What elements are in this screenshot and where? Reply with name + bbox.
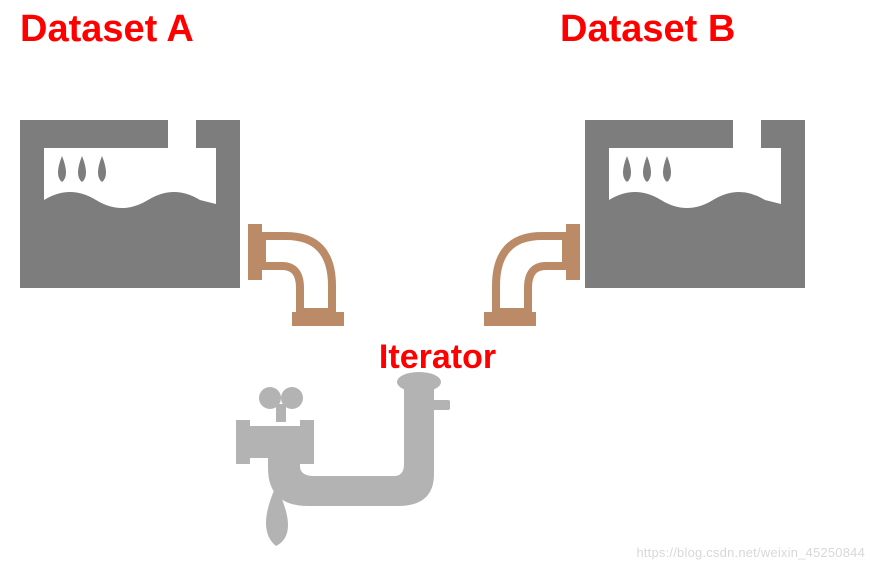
- pipe-b-flange-bottom: [484, 312, 536, 326]
- bottom-pipe-straight: [250, 426, 300, 458]
- tank-b-drops-icon: [623, 156, 671, 182]
- pipe-a-flange-bottom: [292, 312, 344, 326]
- bottom-pipe-gauge-post: [276, 404, 286, 422]
- pipe-a: [248, 224, 344, 326]
- bottom-pipe-gauge-left: [259, 387, 281, 409]
- bottom-pipe-valve: [432, 400, 450, 410]
- pipe-a-body: [262, 236, 332, 312]
- watermark: https://blog.csdn.net/weixin_45250844: [636, 545, 865, 560]
- pipe-b-body: [496, 236, 566, 312]
- bottom-pipe-flange-right: [300, 420, 314, 464]
- bottom-pipe-gauge-right: [281, 387, 303, 409]
- tank-a-water: [44, 192, 216, 264]
- tank-b-water: [609, 192, 781, 264]
- tank-a: [20, 120, 240, 288]
- pipe-b: [484, 224, 580, 326]
- diagram-canvas: [0, 0, 875, 566]
- tank-b: [585, 120, 805, 288]
- bottom-pipe-flange-left: [236, 420, 250, 464]
- tank-a-drops-icon: [58, 156, 106, 182]
- bottom-pipe: [236, 372, 450, 546]
